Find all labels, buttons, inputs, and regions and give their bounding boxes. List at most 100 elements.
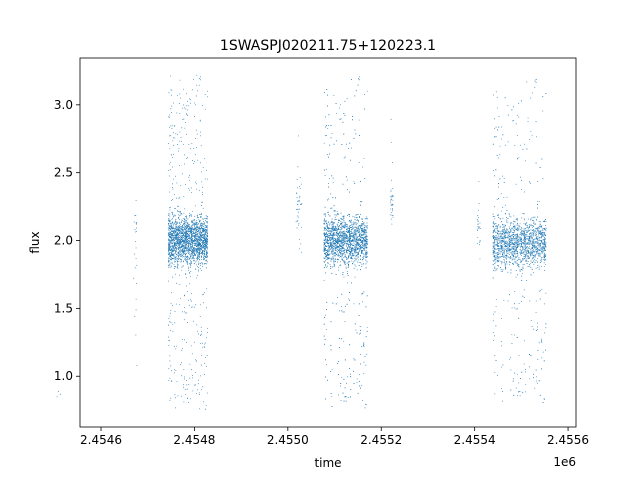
data-point [204, 220, 206, 222]
data-point [184, 239, 186, 241]
data-point [341, 310, 343, 312]
data-point [175, 208, 177, 210]
data-point [169, 209, 171, 211]
data-point [332, 239, 334, 241]
data-point [178, 252, 180, 254]
data-point [169, 114, 171, 116]
data-point [337, 231, 339, 233]
data-point [184, 251, 186, 253]
data-point [358, 225, 359, 227]
data-point [361, 251, 362, 253]
data-point [349, 142, 351, 144]
data-point [325, 239, 327, 241]
data-point [364, 355, 366, 357]
data-point [175, 238, 176, 240]
data-point [348, 227, 350, 229]
data-point [323, 267, 325, 269]
data-point [205, 248, 206, 250]
data-point [332, 249, 334, 251]
data-point [170, 229, 172, 231]
data-point [182, 224, 184, 225]
data-point [173, 228, 175, 230]
data-point [336, 237, 338, 239]
data-point [180, 221, 182, 223]
data-point [330, 222, 332, 224]
data-point [203, 257, 205, 258]
data-point [170, 125, 172, 127]
data-point [179, 254, 181, 256]
data-point [324, 228, 325, 230]
data-point [195, 223, 197, 225]
data-point [207, 218, 209, 220]
data-point [333, 265, 335, 267]
data-point [199, 79, 201, 81]
data-point [363, 344, 364, 346]
data-point [205, 240, 207, 242]
data-point [337, 225, 339, 227]
data-point [189, 174, 191, 176]
data-point [195, 239, 197, 240]
data-point [181, 250, 183, 252]
data-point [186, 232, 188, 234]
data-point [176, 233, 178, 234]
data-point [171, 223, 173, 225]
data-point [189, 229, 191, 231]
data-point [348, 246, 350, 248]
data-point [353, 267, 355, 269]
data-point [327, 230, 329, 232]
data-point [174, 253, 176, 255]
data-point [192, 78, 194, 80]
data-point [204, 158, 206, 160]
data-point [340, 235, 342, 236]
data-point [338, 254, 340, 256]
data-point [180, 235, 182, 237]
data-point [346, 224, 348, 226]
data-point [343, 237, 345, 239]
data-point [176, 253, 177, 255]
data-point [340, 253, 342, 255]
data-point [185, 225, 187, 227]
data-point [184, 232, 185, 234]
data-point [177, 227, 179, 229]
data-point [345, 249, 347, 251]
data-point [169, 225, 170, 227]
data-point [172, 221, 174, 223]
data-point [333, 266, 335, 267]
data-point [178, 260, 180, 262]
data-point [365, 230, 367, 232]
data-point [197, 333, 199, 335]
data-point [172, 232, 174, 234]
data-point [196, 129, 198, 131]
data-point [356, 236, 358, 238]
data-point [200, 238, 201, 240]
data-point [176, 247, 177, 249]
data-point [192, 234, 194, 236]
data-point [355, 259, 357, 261]
data-point [174, 235, 176, 237]
data-point [177, 234, 178, 236]
data-point [326, 235, 328, 237]
data-point [201, 262, 203, 264]
data-point [365, 231, 367, 233]
data-point [191, 233, 193, 235]
data-point [354, 240, 356, 242]
data-point [353, 255, 355, 256]
data-point [336, 259, 338, 260]
data-point [198, 229, 200, 231]
data-point [328, 249, 330, 251]
data-point [177, 144, 179, 145]
data-point [338, 228, 340, 230]
data-point [339, 239, 341, 241]
data-point [185, 237, 186, 239]
data-point [344, 254, 346, 256]
data-point [186, 248, 188, 250]
data-point [201, 241, 203, 243]
data-point [184, 243, 186, 245]
data-point [202, 226, 204, 227]
data-point [191, 214, 192, 216]
data-point [199, 213, 201, 215]
data-point [332, 257, 334, 259]
data-point [186, 113, 188, 115]
data-point [203, 258, 205, 259]
data-point [176, 256, 177, 258]
